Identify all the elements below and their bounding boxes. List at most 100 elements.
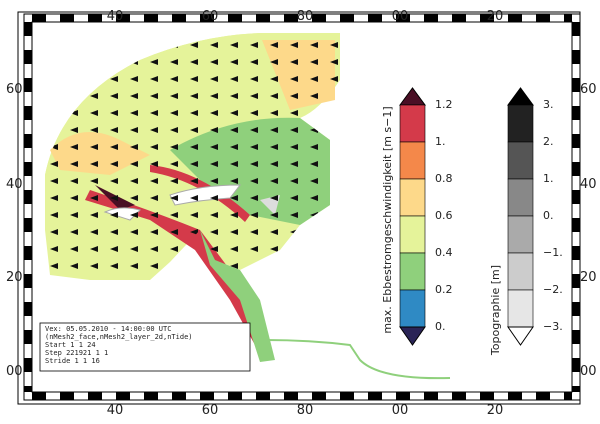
- colorbar-band: [399, 215, 426, 254]
- arrow: [210, 93, 218, 99]
- checker: [284, 14, 298, 22]
- arrow: [270, 93, 278, 99]
- colorbar-band: [399, 104, 426, 143]
- arrow: [190, 229, 198, 235]
- arrow: [70, 127, 78, 133]
- checker: [396, 14, 410, 22]
- arrow: [130, 263, 138, 269]
- arrow: [210, 110, 218, 116]
- checker: [256, 14, 270, 22]
- checker: [116, 14, 130, 22]
- arrow: [50, 246, 58, 252]
- checker: [572, 162, 580, 176]
- arrow: [70, 195, 78, 201]
- arrow: [230, 161, 238, 167]
- colorbar-tick: −2.: [543, 283, 563, 296]
- y-label: 40: [6, 177, 23, 192]
- colorbar-tick: 0.4: [435, 246, 453, 259]
- colorbar-tick: 0.2: [435, 283, 453, 296]
- arrow: [70, 110, 78, 116]
- checker: [452, 392, 466, 400]
- arrow: [190, 144, 198, 150]
- checker: [452, 14, 466, 22]
- arrow: [70, 229, 78, 235]
- x-label: 80: [297, 403, 314, 418]
- info-line: Vex: 05.05.2010 - 14:00:00 UTC: [45, 325, 171, 333]
- arrow: [250, 93, 258, 99]
- arrow: [250, 127, 258, 133]
- checker: [396, 392, 410, 400]
- arrow: [330, 76, 338, 82]
- checker: [228, 14, 242, 22]
- colorbar-tick: 1.: [543, 172, 554, 185]
- arrow: [270, 127, 278, 133]
- arrow: [150, 76, 158, 82]
- arrow: [230, 144, 238, 150]
- colorbar-label: max. Ebbestromgeschwindigkeit [m s−1]: [381, 106, 394, 333]
- x-label: 00: [392, 403, 409, 418]
- checker: [200, 14, 214, 22]
- arrow: [190, 178, 198, 184]
- checker: [572, 274, 580, 288]
- colorbar-cap: [399, 326, 426, 346]
- arrow: [170, 93, 178, 99]
- arrow: [270, 229, 278, 235]
- checker: [24, 190, 32, 204]
- arrow: [330, 59, 338, 65]
- arrow: [170, 144, 178, 150]
- arrow: [210, 212, 218, 218]
- colorbar-band: [399, 141, 426, 180]
- arrow: [170, 229, 178, 235]
- channel: [150, 165, 250, 222]
- colorbar-tick: 0.8: [435, 172, 453, 185]
- arrow: [290, 93, 298, 99]
- colorbar-tick: −1.: [543, 246, 563, 259]
- arrow: [270, 246, 278, 252]
- arrow: [190, 212, 198, 218]
- arrow: [230, 178, 238, 184]
- colorbar-tick: −3.: [543, 320, 563, 333]
- river: [264, 339, 451, 380]
- arrow: [190, 59, 198, 65]
- arrow: [190, 76, 198, 82]
- arrow: [270, 212, 278, 218]
- arrow: [250, 161, 258, 167]
- info-line: Stride 1 1 16: [45, 357, 100, 365]
- arrow: [230, 127, 238, 133]
- checker: [24, 302, 32, 316]
- arrow: [50, 212, 58, 218]
- checker: [564, 392, 572, 400]
- colorbar-band: [399, 289, 426, 328]
- checker: [24, 106, 32, 120]
- arrow: [110, 212, 118, 218]
- arrow: [130, 212, 138, 218]
- arrow: [230, 263, 238, 269]
- checker: [572, 218, 580, 232]
- checker: [340, 14, 354, 22]
- outer-sea: [45, 33, 262, 200]
- checker: [24, 78, 32, 92]
- checker: [312, 392, 326, 400]
- arrow: [110, 229, 118, 235]
- colorbar-band: [507, 178, 534, 217]
- checker: [228, 392, 242, 400]
- checker: [572, 106, 580, 120]
- arrow: [130, 127, 138, 133]
- arrow: [90, 229, 98, 235]
- arrow: [230, 110, 238, 116]
- arrow: [270, 76, 278, 82]
- arrow: [110, 110, 118, 116]
- arrow: [110, 144, 118, 150]
- y-label: 20: [580, 270, 597, 285]
- arrow: [110, 178, 118, 184]
- map: [45, 33, 451, 380]
- arrow: [170, 161, 178, 167]
- arrow: [230, 59, 238, 65]
- x-label: 20: [487, 403, 504, 418]
- frame-border: [23, 13, 581, 401]
- arrow: [170, 246, 178, 252]
- arrow: [170, 110, 178, 116]
- arrow: [90, 178, 98, 184]
- checker: [536, 392, 550, 400]
